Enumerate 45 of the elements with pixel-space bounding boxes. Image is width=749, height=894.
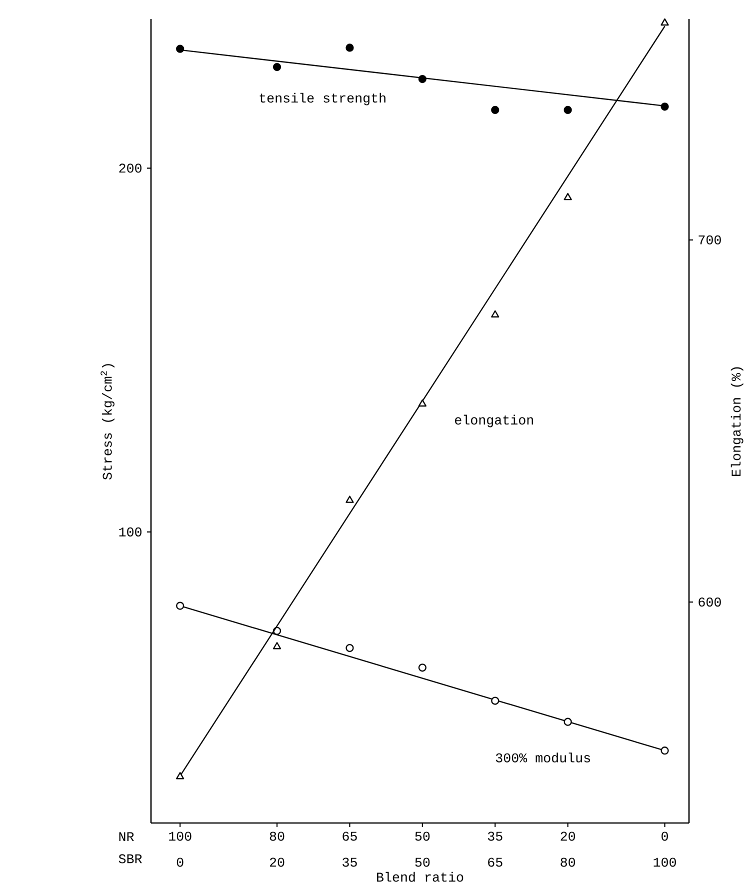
y2-tick-label: 600 [698,598,721,607]
x-tick-label: 20 [560,832,576,841]
point [660,18,669,26]
x-tick-label: 0 [662,832,668,841]
text: elongation [455,414,533,428]
y-axis-title: Stress (kg/cm$^{2}$) [100,364,114,480]
x2-tick-label: 35 [342,858,357,867]
x2-tick-label: 20 [270,858,284,867]
x-tick-label: 80 [270,832,284,841]
x2-tick-label: 100 [654,858,676,867]
point [272,642,282,650]
point [491,106,500,114]
x-axis-title: Blend ratio [377,872,464,882]
x2-tick-label: 80 [560,858,576,867]
point [660,746,669,755]
x-tick-label: 65 [342,832,357,841]
point [491,310,500,318]
point [660,102,669,111]
point [564,718,572,726]
point [346,644,354,652]
text: NR [119,832,134,842]
y2-tick-label: 700 [698,235,721,244]
text: SBR [118,854,142,864]
x2-tick-label: 50 [415,858,430,867]
x-tick-label: 100 [169,832,192,841]
point [418,664,426,672]
point [272,62,282,72]
x-tick-label: 50 [415,832,430,841]
x2-tick-label: 0 [176,858,184,867]
x-tick-label: 35 [488,832,502,841]
point [176,772,184,780]
point [176,44,184,53]
text: 300% modulus [496,752,590,762]
point [564,192,572,200]
y-tick-label: 200 [119,164,142,173]
point [346,44,354,52]
y2-axis-title: Elongation (%) [730,367,744,476]
point [418,74,426,84]
point [491,696,500,705]
point [418,399,426,407]
point [564,106,572,114]
x2-tick-label: 65 [488,858,502,867]
point [176,602,184,610]
text: tensile strength [260,92,386,106]
point [346,496,354,503]
